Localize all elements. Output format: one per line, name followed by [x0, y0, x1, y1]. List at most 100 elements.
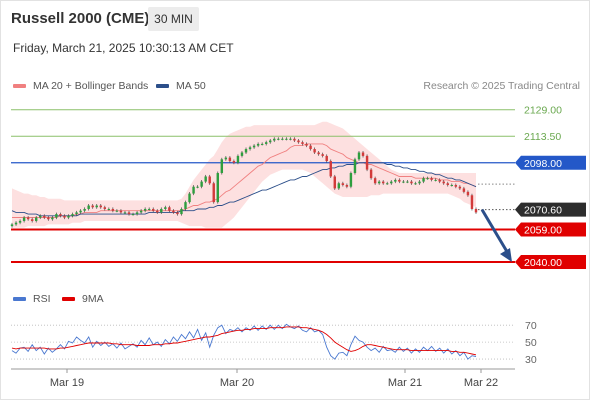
candle-body	[321, 154, 324, 156]
candle-body	[10, 224, 14, 227]
legend-ma50-label: MA 50	[176, 80, 206, 92]
candle-body	[196, 186, 199, 188]
instrument-title: Russell 2000 (CME)	[11, 10, 150, 27]
candle-body	[103, 207, 107, 209]
legend-rsi-label: RSI	[33, 293, 51, 305]
candle-body	[204, 176, 207, 182]
candle-body	[22, 217, 26, 221]
legend-rsi-ma-label: 9MA	[82, 293, 104, 305]
candle-body	[67, 215, 70, 218]
candle-body	[252, 145, 256, 148]
ma20-line	[12, 143, 477, 218]
candle-body	[212, 183, 215, 203]
candle-body	[75, 212, 78, 215]
candle-body	[131, 214, 135, 216]
legend-ma20-label: MA 20 + Bollinger Bands	[33, 80, 149, 92]
candle-body	[34, 217, 38, 221]
candle-body	[305, 143, 308, 146]
legend-rsi-ma-swatch	[62, 297, 75, 301]
candle-body	[220, 159, 224, 174]
last-price-tag	[515, 202, 586, 217]
rsi-tick-label: 70	[525, 320, 537, 332]
candle-body	[256, 143, 260, 146]
candle-body	[341, 183, 345, 186]
candle-body	[192, 186, 195, 194]
level-tag-3	[515, 155, 586, 170]
legend-ma50: MA 50	[156, 80, 206, 92]
level-label-3: 2098.00	[524, 158, 562, 170]
candle-body	[224, 157, 228, 160]
candle-body	[402, 181, 405, 183]
candle-body	[414, 183, 417, 185]
candle-body	[345, 185, 349, 187]
candle-body	[333, 176, 336, 189]
candle-body	[188, 193, 191, 203]
candle-body	[208, 176, 211, 184]
candle-body	[51, 217, 54, 220]
candle-body	[216, 173, 219, 203]
level-label-4: 2059.00	[524, 225, 562, 237]
candle-body	[240, 152, 244, 156]
candle-body	[26, 217, 30, 220]
legend-ma50-swatch	[156, 84, 169, 88]
candle-body	[47, 217, 50, 220]
x-axis-tick-label: Mar 20	[220, 377, 254, 389]
timeframe-button[interactable]: 30 MIN	[148, 7, 199, 31]
candle-body	[381, 181, 385, 184]
candle-body	[156, 210, 159, 213]
candle-body	[357, 152, 361, 160]
candle-body	[458, 186, 462, 189]
candle-body	[394, 179, 397, 182]
candle-body	[353, 159, 357, 174]
candle-body	[30, 219, 34, 221]
candle-body	[168, 207, 171, 211]
candle-body	[147, 208, 151, 210]
candle-body	[63, 215, 66, 218]
candle-body	[273, 138, 276, 141]
last-price-label: 2070.60	[524, 205, 562, 217]
rsi-tick-label: 50	[525, 337, 537, 349]
copyright-text: Research © 2025 Trading Central	[423, 80, 580, 92]
candle-body	[135, 212, 139, 215]
legend-rsi: RSI	[13, 293, 51, 305]
timestamp: Friday, March 21, 2025 10:30:13 AM CET	[13, 41, 234, 55]
legend-rsi-ma: 9MA	[62, 293, 104, 305]
forecast-arrow-head	[500, 248, 512, 263]
candle-body	[446, 183, 449, 186]
candle-body	[127, 212, 131, 215]
candle-body	[410, 181, 413, 184]
candle-body	[152, 208, 155, 211]
candle-body	[79, 210, 82, 213]
candle-body	[454, 185, 458, 187]
x-axis-tick-label: Mar 21	[388, 377, 422, 389]
legend-ma20: MA 20 + Bollinger Bands	[13, 80, 148, 92]
candle-body	[470, 195, 474, 209]
candle-body	[139, 210, 143, 213]
candle-body	[398, 179, 401, 182]
level-tag-4	[515, 222, 586, 237]
candle-body	[123, 212, 127, 214]
candle-body	[430, 178, 433, 180]
candle-body	[450, 185, 454, 187]
rsi-ma-line	[11, 326, 477, 356]
candle-body	[422, 178, 425, 182]
candle-body	[337, 183, 341, 189]
candle-body	[180, 208, 183, 215]
candle-body	[466, 191, 470, 196]
candle-body	[365, 155, 369, 170]
candle-body	[107, 208, 111, 210]
candle-body	[232, 161, 236, 163]
candle-body	[369, 169, 373, 179]
candle-body	[228, 157, 232, 162]
candle-body	[248, 147, 252, 150]
candle-body	[18, 220, 22, 223]
candle-body	[418, 181, 421, 184]
candle-body	[236, 155, 240, 163]
candle-body	[297, 140, 300, 143]
candle-body	[277, 138, 280, 140]
candle-body	[293, 138, 296, 141]
candle-body	[269, 140, 272, 143]
level-label-1: 2129.00	[524, 105, 562, 117]
candle-body	[289, 138, 292, 140]
candle-body	[99, 205, 102, 208]
